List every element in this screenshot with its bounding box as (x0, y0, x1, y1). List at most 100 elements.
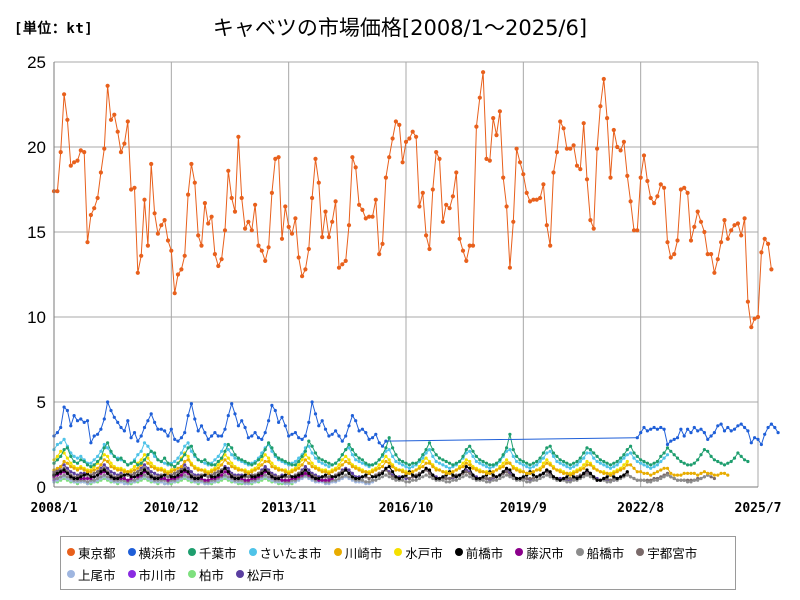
data-point (267, 441, 271, 445)
data-point (450, 194, 455, 199)
data-point (109, 475, 113, 479)
data-point (696, 473, 700, 477)
unit-label: [単位：kt] (14, 21, 94, 37)
data-point (59, 449, 63, 453)
data-point (555, 454, 559, 458)
data-point (675, 436, 680, 440)
data-point (387, 465, 391, 469)
data-point (669, 449, 673, 453)
data-point (313, 476, 318, 481)
data-point (625, 470, 629, 474)
data-point (387, 155, 392, 160)
data-point (407, 480, 411, 484)
data-point (448, 471, 452, 475)
data-point (545, 473, 549, 477)
data-point (179, 470, 183, 474)
data-point (75, 461, 80, 465)
data-point (451, 470, 455, 474)
data-point (357, 459, 361, 464)
data-point (464, 258, 469, 263)
data-point (652, 478, 656, 482)
data-point (702, 431, 707, 435)
data-point (367, 471, 371, 475)
legend-marker (188, 570, 197, 578)
data-point (106, 441, 110, 445)
data-point (176, 466, 180, 470)
data-point (521, 459, 525, 464)
data-point (79, 475, 83, 479)
data-point (65, 461, 69, 465)
data-point (732, 223, 737, 228)
data-point (427, 246, 432, 252)
data-point (340, 453, 344, 457)
data-point (249, 228, 254, 233)
data-point (136, 473, 140, 477)
data-point (253, 431, 257, 435)
data-point (186, 458, 190, 462)
data-point (525, 480, 529, 484)
data-point (354, 476, 358, 481)
data-point (316, 180, 321, 185)
data-point (629, 463, 633, 467)
data-point (669, 471, 673, 475)
data-point (448, 476, 452, 481)
data-point (223, 470, 227, 474)
data-point (595, 468, 599, 472)
data-point (488, 476, 492, 481)
legend-label: 船橋市 (586, 545, 625, 561)
data-point (186, 192, 191, 197)
data-point (199, 424, 204, 428)
data-point (166, 461, 170, 465)
data-point (159, 223, 164, 228)
data-point (468, 449, 472, 453)
data-point (608, 175, 613, 180)
data-point (213, 468, 217, 472)
data-point (649, 473, 653, 477)
data-point (364, 461, 368, 465)
data-point (595, 478, 599, 482)
data-point (240, 458, 244, 462)
data-point (373, 197, 378, 202)
data-point (210, 463, 214, 467)
data-point (689, 431, 693, 435)
legend-marker (248, 548, 257, 556)
data-point (129, 470, 133, 474)
data-point (649, 466, 653, 470)
data-point (548, 449, 552, 453)
data-point (508, 448, 512, 452)
data-point (725, 236, 730, 241)
data-point (709, 475, 713, 479)
data-point (189, 470, 193, 474)
data-point (632, 466, 636, 470)
data-point (116, 468, 120, 472)
data-point (565, 471, 569, 475)
x-tick-label: 2025/7 (735, 501, 782, 516)
data-point (226, 466, 230, 470)
data-point (307, 468, 311, 472)
data-point (327, 471, 331, 475)
data-point (380, 475, 385, 479)
data-point (585, 446, 589, 450)
legend-label: 東京都 (78, 545, 116, 561)
data-point (92, 478, 96, 482)
data-point (206, 475, 210, 479)
data-point (401, 475, 405, 479)
data-point (578, 475, 582, 479)
data-point (313, 451, 318, 455)
data-point (588, 451, 593, 455)
data-point (662, 456, 666, 460)
data-point (528, 463, 532, 467)
data-point (407, 471, 411, 475)
data-point (96, 473, 100, 477)
data-point (59, 465, 63, 469)
data-point (213, 463, 217, 467)
data-point (347, 458, 351, 462)
data-point (250, 475, 254, 479)
data-point (286, 224, 291, 229)
legend-label: 市川市 (138, 567, 177, 583)
x-tick-label: 2022/8 (617, 501, 664, 516)
data-point (293, 216, 298, 221)
legend-item: 水戸市 (394, 543, 443, 562)
data-point (474, 476, 478, 481)
data-point (598, 461, 603, 465)
